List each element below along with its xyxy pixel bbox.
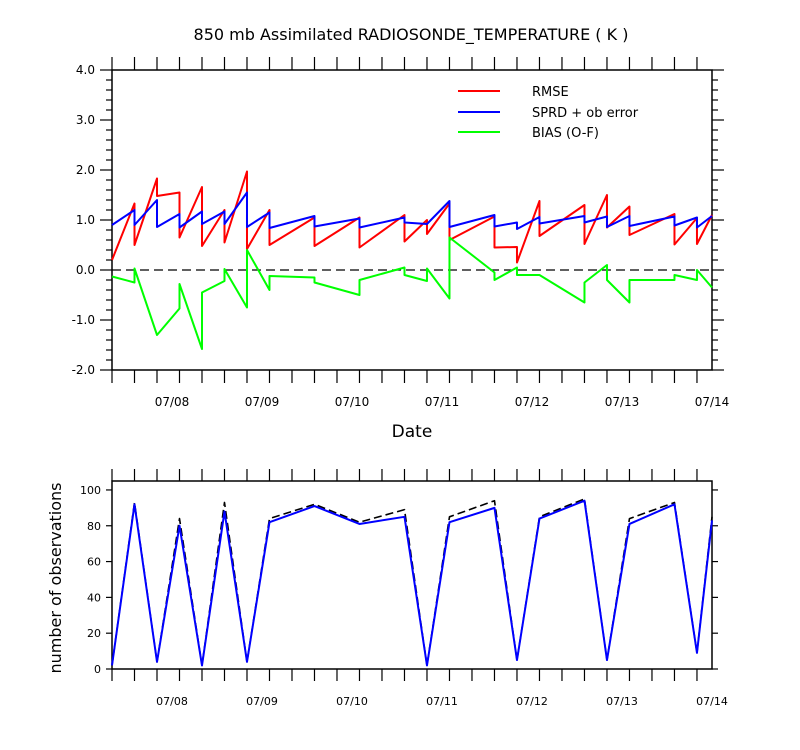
bottom-chart-series-assimilated-observations: [111, 499, 713, 667]
bottom-chart: number of observations 0 20 40 60 80 100 07/08…: [46, 469, 728, 708]
top-chart-x-tick-label: 07/13: [605, 395, 640, 409]
bottom-chart-y-tick-label: 20: [87, 627, 101, 640]
bottom-chart-x-tick-label: 07/12: [516, 695, 548, 708]
bottom-chart-y-tick-label: 60: [87, 556, 101, 569]
top-chart-legend: RMSE SPRD + ob error BIAS (O-F): [458, 85, 639, 141]
legend-sprd-label: SPRD + ob error: [532, 106, 639, 121]
bottom-chart-x-tick-label: 07/08: [156, 695, 188, 708]
top-chart: 850 mb Assimilated RADIOSONDE_TEMPERATUR…: [72, 25, 730, 442]
top-chart-y-tick-label: 0.0: [76, 263, 95, 277]
top-chart-plot-area: -2.0 -1.0 0.0 1.0 2.0 3.0 4.0 07/08 07/09 07/10 07…: [72, 57, 730, 409]
bottom-chart-y-tick-label: 100: [80, 484, 101, 497]
top-chart-x-tick-label: 07/09: [245, 395, 280, 409]
bottom-chart-y-tick-label: 0: [94, 663, 101, 676]
bottom-chart-y-tick-label: 80: [87, 520, 101, 533]
bottom-chart-plot-area: 0 20 40 60 80 100 07/08 07/09 07/10 07/11 07/12 07/…: [80, 469, 728, 708]
top-chart-series-sprd-ob-error: [111, 191, 713, 230]
top-chart-x-axis-label: Date: [392, 422, 433, 442]
top-chart-y-tick-label: 2.0: [76, 163, 95, 177]
top-chart-y-tick-label: 1.0: [76, 213, 95, 227]
bottom-chart-x-tick-label: 07/10: [336, 695, 368, 708]
top-chart-x-tick-label: 07/11: [425, 395, 460, 409]
top-chart-y-tick-label: 3.0: [76, 113, 95, 127]
bottom-chart-x-tick-label: 07/13: [606, 695, 638, 708]
bottom-chart-y-axis-label: number of observations: [46, 483, 65, 674]
top-chart-y-tick-label: -1.0: [72, 313, 95, 327]
top-chart-y-tick-label: -2.0: [72, 363, 95, 377]
bottom-chart-x-tick-label: 07/11: [426, 695, 458, 708]
legend-rmse-label: RMSE: [532, 85, 569, 100]
top-chart-series-rmse: [111, 170, 713, 264]
bottom-chart-x-tick-label: 07/09: [246, 695, 278, 708]
top-chart-x-tick-label: 07/08: [155, 395, 190, 409]
bottom-chart-x-tick-label: 07/14: [696, 695, 728, 708]
top-chart-x-tick-label: 07/12: [515, 395, 550, 409]
top-chart-x-tick-label: 07/14: [695, 395, 730, 409]
bottom-chart-series-possible-observations: [111, 498, 713, 667]
legend-bias-label: BIAS (O-F): [532, 126, 599, 141]
bottom-chart-frame: [111, 480, 713, 670]
top-chart-title: 850 mb Assimilated RADIOSONDE_TEMPERATUR…: [194, 25, 629, 45]
bottom-chart-y-tick-label: 40: [87, 591, 101, 604]
top-chart-series-bias-o-f: [111, 236, 713, 350]
top-chart-y-tick-label: 4.0: [76, 63, 95, 77]
top-chart-x-tick-label: 07/10: [335, 395, 370, 409]
